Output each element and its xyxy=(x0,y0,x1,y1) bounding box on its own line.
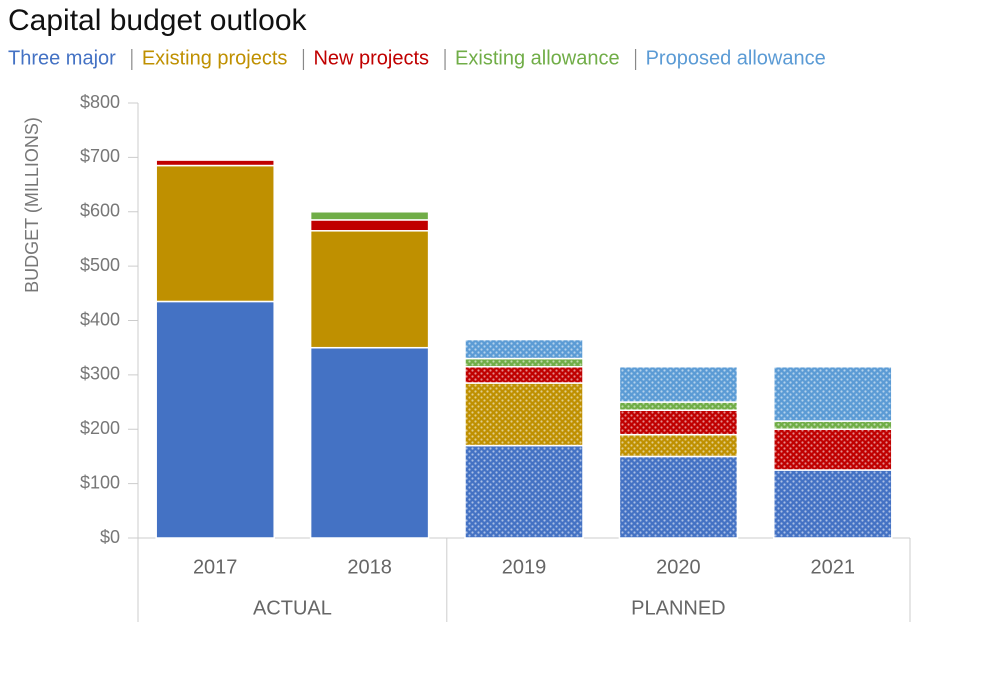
bar-segment xyxy=(618,365,739,403)
bar-segment xyxy=(464,365,584,384)
bar-segment xyxy=(618,409,739,436)
legend-entry: New projects xyxy=(313,47,429,69)
bar-segment xyxy=(155,159,275,167)
bar-segment xyxy=(618,455,739,539)
y-tick-label: $300 xyxy=(80,364,120,384)
bar-segment xyxy=(464,357,584,368)
y-tick-label: $200 xyxy=(80,418,120,438)
legend-entry: Proposed allowance xyxy=(646,47,826,69)
bar-segment xyxy=(464,338,584,360)
bar-segment xyxy=(618,401,739,411)
y-tick-label: $700 xyxy=(80,146,120,166)
bar-segment xyxy=(464,444,584,539)
bar-segment xyxy=(773,469,893,539)
group-label: PLANNED xyxy=(631,597,725,619)
bar-segment xyxy=(464,382,584,447)
y-tick-label: $100 xyxy=(80,472,120,492)
chart-title: Capital budget outlook xyxy=(8,4,308,37)
x-tick-label: 2019 xyxy=(502,556,547,578)
y-tick-label: $400 xyxy=(80,309,120,329)
x-tick-label: 2020 xyxy=(656,556,701,578)
bar-segment xyxy=(309,346,430,539)
bar-segment xyxy=(155,300,275,539)
legend-entry: Three major xyxy=(8,47,116,69)
legend-entry: Existing allowance xyxy=(455,47,620,69)
group-label: ACTUAL xyxy=(253,597,332,619)
y-tick-label: $600 xyxy=(80,201,120,221)
x-tick-label: 2017 xyxy=(193,556,238,578)
bar-segment xyxy=(773,420,893,430)
y-tick-label: $0 xyxy=(100,527,120,547)
bar-segment xyxy=(773,365,893,422)
bar-segment xyxy=(309,219,430,232)
x-tick-label: 2018 xyxy=(347,556,392,578)
bar-segment xyxy=(773,428,893,471)
bar-segment xyxy=(309,211,430,221)
x-tick-label: 2021 xyxy=(811,556,856,578)
bar-segment xyxy=(309,230,430,349)
bar-segment xyxy=(618,433,739,458)
y-tick-label: $800 xyxy=(80,92,120,112)
legend-entry: Existing projects xyxy=(142,47,288,69)
y-tick-label: $500 xyxy=(80,255,120,275)
y-axis-label: BUDGET (MILLIONS) xyxy=(22,117,42,293)
bar-segment xyxy=(155,164,275,303)
